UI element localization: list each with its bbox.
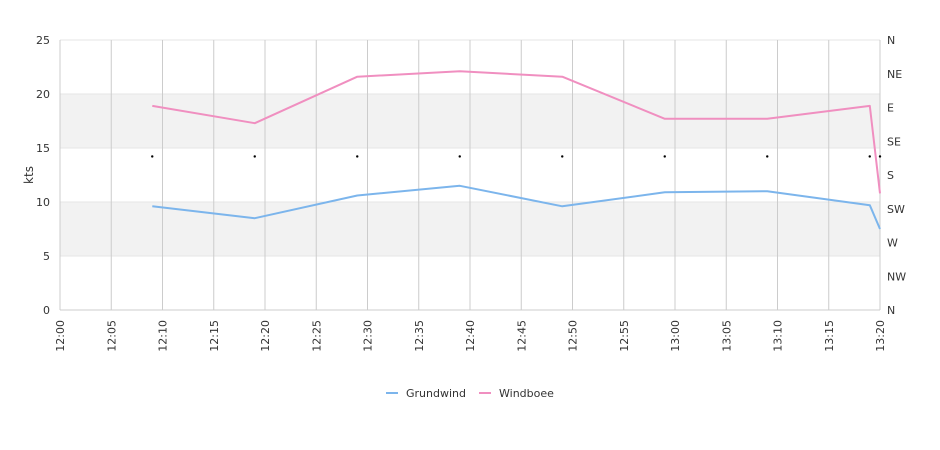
direction-points: [151, 155, 882, 158]
x-tick-label: 13:05: [720, 320, 733, 352]
x-tick-label: 13:00: [669, 320, 682, 352]
x-tick-label: 12:40: [464, 320, 477, 352]
direction-point: [663, 155, 666, 158]
series-line-windboee: [152, 70, 881, 194]
direction-tick-label: N: [887, 304, 895, 317]
direction-tick-label: S: [887, 169, 894, 182]
x-tick-label: 13:20: [874, 320, 887, 352]
legend-label-windboee: Windboee: [499, 387, 554, 400]
y-axis-title: kts: [22, 166, 36, 184]
x-tick-label: 12:20: [259, 320, 272, 352]
x-tick-label: 12:35: [413, 320, 426, 352]
x-tick-label: 12:55: [618, 320, 631, 352]
direction-point: [868, 155, 871, 158]
x-tick-label: 12:30: [362, 320, 375, 352]
axes: [59, 40, 880, 311]
direction-point: [458, 155, 461, 158]
x-tick-label: 12:10: [157, 320, 170, 352]
x-tick-label: 12:50: [567, 320, 580, 352]
series-lines: [152, 70, 881, 230]
y-tick-label: 5: [43, 250, 50, 263]
x-tick-label: 12:15: [208, 320, 221, 352]
direction-tick-label: SW: [887, 203, 905, 216]
y-tick-label: 0: [43, 304, 50, 317]
direction-point: [766, 155, 769, 158]
x-tick-label: 13:15: [823, 320, 836, 352]
y-tick-label: 10: [36, 196, 50, 209]
x-tick-label: 12:00: [54, 320, 67, 352]
direction-tick-label: W: [887, 237, 898, 250]
x-tick-label: 12:45: [515, 320, 528, 352]
direction-point: [253, 155, 256, 158]
series-line-grundwind: [152, 184, 881, 230]
legend-label-grundwind: Grundwind: [406, 387, 466, 400]
direction-tick-label: NE: [887, 68, 902, 81]
y-tick-label: 15: [36, 142, 50, 155]
direction-point: [356, 155, 359, 158]
x-tick-label: 13:10: [772, 320, 785, 352]
y-tick-label: 25: [36, 34, 50, 47]
direction-tick-label: NW: [887, 270, 906, 283]
y-tick-label: 20: [36, 88, 50, 101]
x-tick-label: 12:05: [105, 320, 118, 352]
direction-point: [151, 155, 154, 158]
legend: Grundwind Windboee: [386, 387, 554, 400]
direction-tick-label: SE: [887, 135, 901, 148]
tick-labels: 0 5 10 15 20 25 12:00 12:05 12:10 12:15 12:20 12:25…: [22, 34, 906, 352]
direction-point: [878, 155, 882, 158]
grid-lines: [59, 39, 881, 311]
direction-tick-label: E: [887, 102, 894, 115]
direction-point: [561, 155, 564, 158]
direction-tick-label: N: [887, 34, 895, 47]
x-tick-label: 12:25: [310, 320, 323, 352]
